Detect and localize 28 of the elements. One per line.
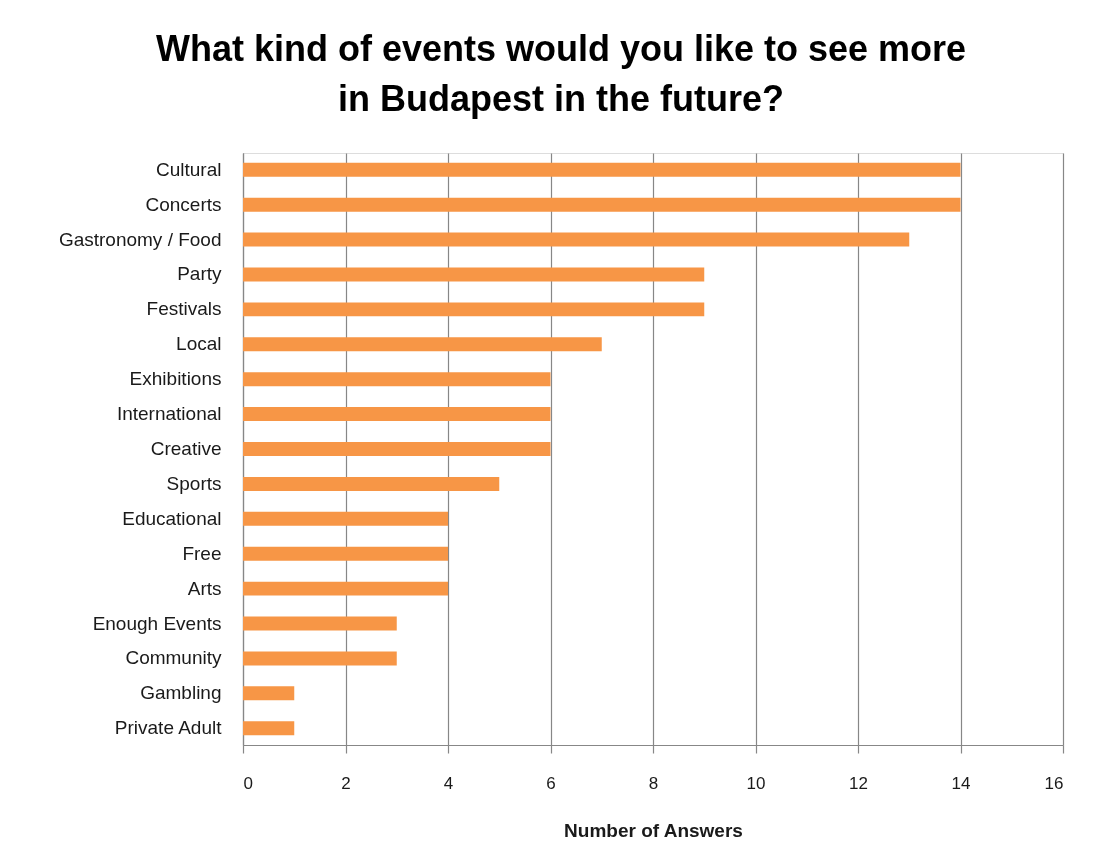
- y-tick-label: Sports: [166, 472, 222, 494]
- y-tick-label: International: [116, 403, 222, 425]
- x-tick-label: 0: [243, 773, 253, 793]
- y-tick-label: Enough Events: [92, 612, 222, 634]
- chart-title: What kind of events would you like to see more in Budapest in the future?: [155, 28, 967, 119]
- y-tick-label: Cultural: [156, 158, 222, 180]
- y-tick-label: Local: [176, 333, 222, 355]
- y-tick-label: Gambling: [140, 682, 222, 704]
- y-tick-label: Festivals: [146, 298, 222, 320]
- y-tick-label: Exhibitions: [129, 368, 222, 390]
- y-tick-label: Creative: [150, 438, 222, 459]
- x-tick-label: 16: [1044, 773, 1064, 793]
- y-tick-label: Gastronomy / Food: [58, 228, 222, 250]
- x-tick-label: 10: [746, 773, 766, 793]
- y-tick-label: Arts: [187, 577, 222, 599]
- x-tick-label: 6: [546, 773, 556, 793]
- y-tick-label: Community: [125, 647, 222, 669]
- x-tick-label: 8: [648, 773, 659, 793]
- x-axis-title: Number of Answers: [564, 819, 743, 841]
- x-tick-label: 4: [443, 773, 454, 793]
- y-tick-label: Free: [182, 542, 222, 564]
- y-tick-label: Party: [177, 263, 222, 285]
- y-tick-label: Educational: [122, 507, 222, 529]
- y-tick-label: Private Adult: [114, 717, 223, 739]
- x-tick-label: 14: [951, 773, 971, 793]
- y-tick-label: Concerts: [145, 193, 222, 215]
- x-tick-label: 2: [341, 773, 351, 793]
- x-tick-label: 12: [849, 773, 868, 793]
